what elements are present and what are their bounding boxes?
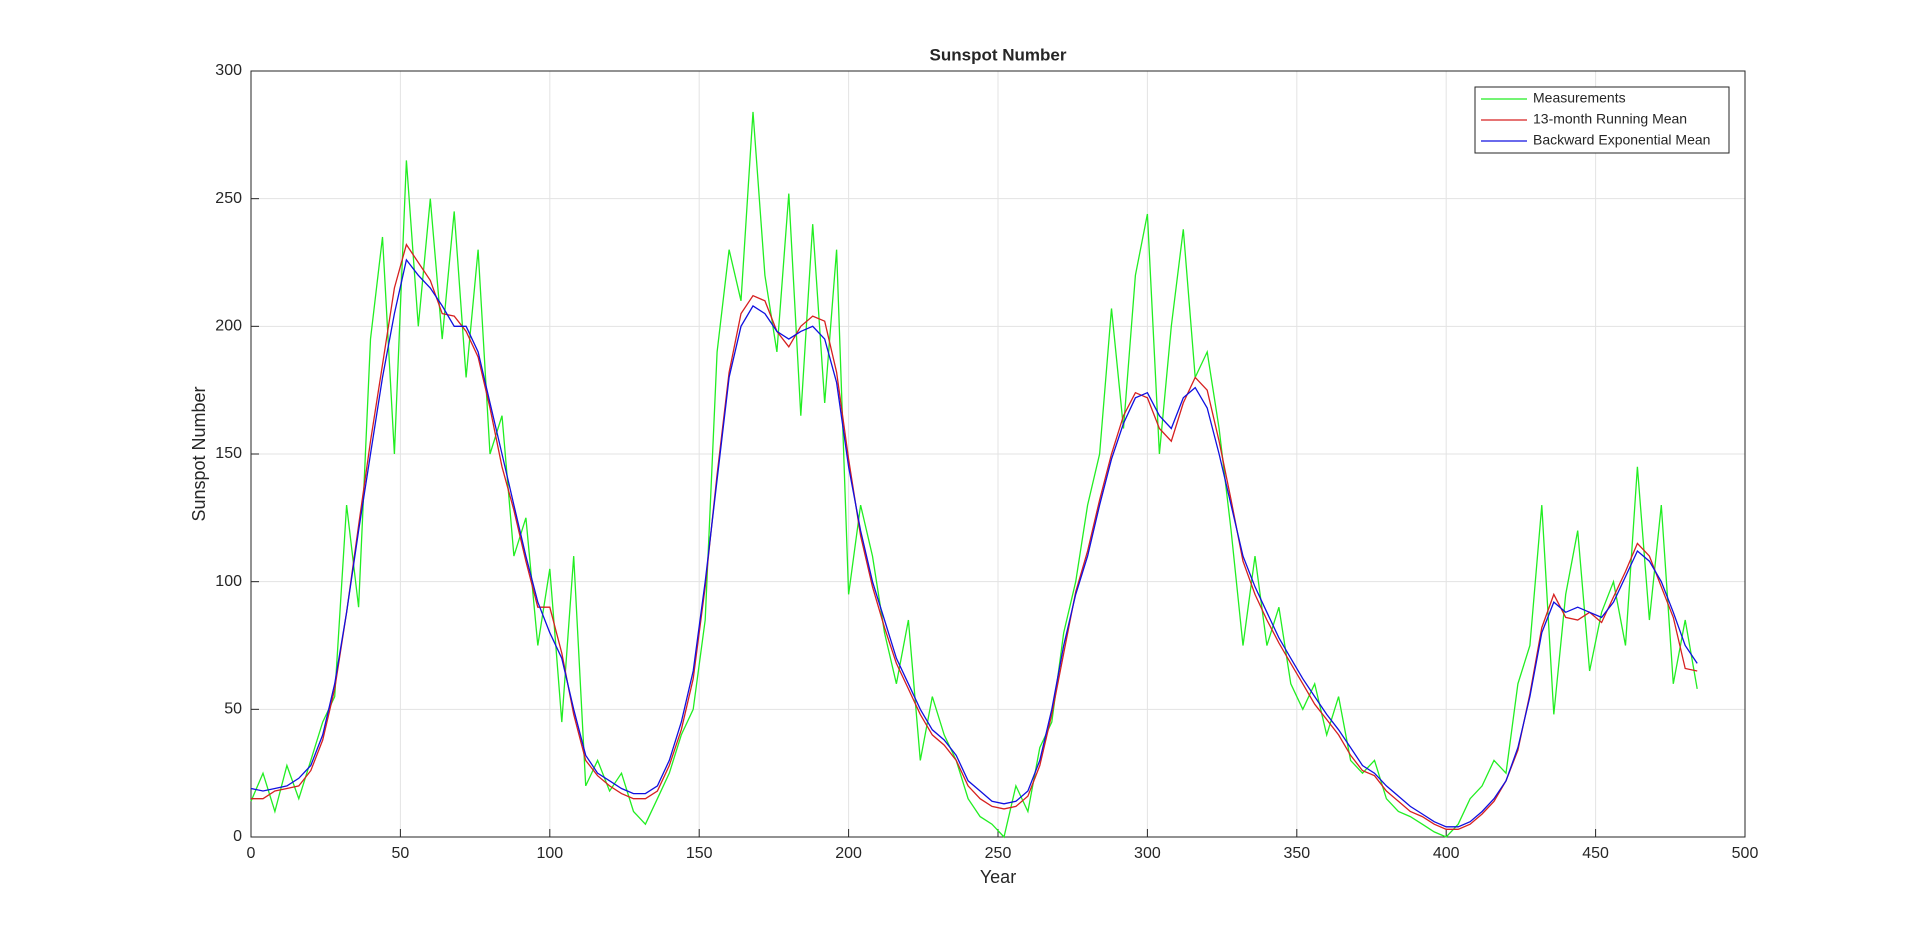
legend-label: Measurements [1533,90,1626,106]
x-tick-label: 500 [1732,845,1759,862]
x-tick-label: 300 [1134,845,1161,862]
x-tick-label: 350 [1283,845,1310,862]
y-tick-label: 250 [215,190,242,207]
y-tick-label: 300 [215,62,242,79]
x-tick-label: 50 [392,845,410,862]
data-line [251,243,1698,830]
legend-label: 13-month Running Mean [1533,111,1687,127]
plot-frame [250,70,1746,838]
x-axis-label: Year [980,867,1016,887]
data-line [250,258,1698,828]
y-tick-label: 200 [215,318,242,335]
y-axis-label: Sunspot Number [189,386,209,521]
x-tick-label: 250 [985,845,1012,862]
legend-label: Backward Exponential Mean [1533,132,1710,148]
x-tick-label: 200 [835,845,862,862]
x-tick-label: 100 [536,845,563,862]
x-tick-label: 0 [247,845,256,862]
x-tick-label: 400 [1433,845,1460,862]
chart-title: Sunspot Number [930,45,1067,64]
y-tick-label: 0 [233,828,242,845]
x-tick-label: 150 [686,845,713,862]
y-tick-label: 150 [215,445,242,462]
x-tick-label: 450 [1582,845,1609,862]
y-tick-label: 50 [224,701,242,718]
y-tick-label: 100 [215,573,242,590]
